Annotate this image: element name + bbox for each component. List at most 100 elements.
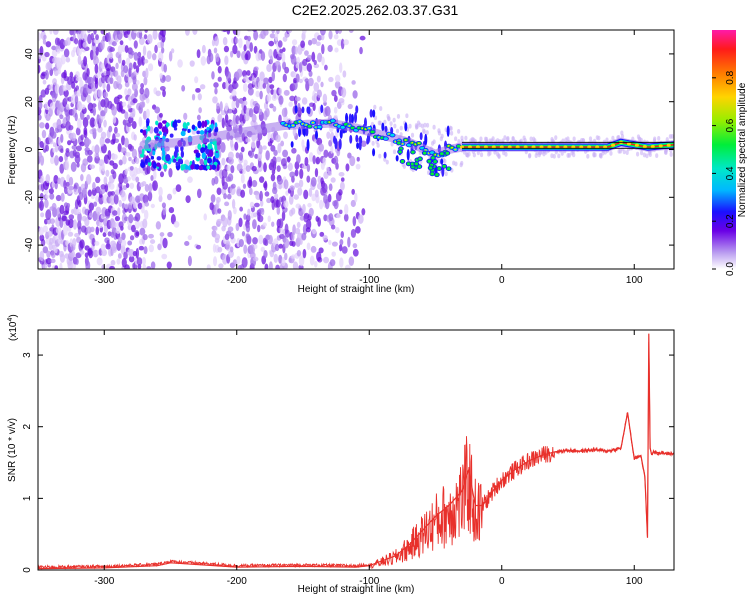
spectrogram-cell (203, 157, 208, 166)
spectrogram-cell (150, 175, 154, 182)
spectrogram-cell (112, 162, 118, 170)
spectrogram-cell (128, 116, 134, 124)
spectrogram-cell (148, 233, 154, 239)
spectrogram-cell (586, 153, 590, 159)
spectrogram-cell (85, 260, 91, 269)
spectrogram-cell (145, 67, 149, 79)
spectrogram-cell (306, 106, 310, 114)
spectrogram-cell (295, 203, 301, 209)
spectrogram-cell (200, 147, 206, 154)
spectrogram-cell (217, 208, 222, 214)
snr-envelope-line (38, 333, 674, 570)
spectrogram-cell (642, 152, 647, 158)
spectrogram-cell (124, 81, 130, 88)
spectrogram-cell (226, 193, 232, 200)
spectrogram-cell (121, 59, 126, 66)
spectrogram-cell (418, 157, 422, 161)
spectrogram-cell (83, 33, 88, 43)
spectrogram-cell (117, 207, 121, 217)
spectrogram-cell (166, 261, 172, 269)
spectrogram-cell (355, 134, 359, 143)
spectrogram-cell (333, 95, 338, 102)
spectrogram-cell (527, 153, 532, 159)
spectrogram-cell (216, 218, 223, 225)
spectrogram-cell (264, 191, 270, 197)
spectrogram-cell (645, 153, 649, 159)
spectrogram-cell (102, 232, 107, 238)
spectrogram-cell (156, 162, 161, 167)
spectrogram-cell (45, 41, 52, 48)
spectrogram-cell (344, 204, 349, 215)
spectrogram-cell (298, 126, 302, 138)
spectrogram-cell (327, 193, 332, 203)
spectrogram-cell (79, 239, 85, 249)
spectrogram-cell (135, 157, 140, 165)
spectrogram-cell (296, 221, 301, 229)
spectrogram-cell (227, 108, 233, 114)
spectrogram-cell (82, 187, 88, 199)
spectrogram-cell (91, 145, 96, 153)
spectrogram-cell (273, 89, 277, 99)
spectrogram-cell (187, 255, 192, 267)
spectrogram-cell (225, 240, 230, 245)
spectrogram-cell (134, 212, 141, 222)
spectrogram-cell (567, 152, 572, 158)
spectrogram-x-tick-label: -200 (227, 275, 247, 286)
spectrogram-cell (351, 188, 355, 195)
spectrogram-cell (60, 148, 64, 154)
spectrogram-cell (404, 139, 407, 141)
spectrogram-cell (213, 256, 218, 267)
spectrogram-cell (320, 30, 326, 36)
spectrogram-cell (328, 239, 332, 246)
spectrogram-cell (658, 144, 663, 148)
spectrogram-cell (214, 233, 221, 241)
spectrogram-cell (258, 108, 263, 116)
spectrogram-cell (457, 128, 461, 134)
spectrogram-cell (107, 149, 112, 161)
spectrogram-cell (339, 257, 344, 268)
spectrogram-cell (334, 47, 339, 53)
spectrogram-cell (224, 102, 229, 112)
spectrogram-cell (258, 144, 263, 155)
spectrogram-cell (290, 141, 294, 148)
spectrogram-cell (77, 30, 82, 35)
spectrogram-cell (343, 39, 349, 46)
colorbar-tick-label: 0.2 (725, 214, 736, 228)
spectrogram-cell (449, 126, 453, 131)
spectrogram-cell (146, 50, 152, 60)
spectrogram-cell (306, 63, 313, 72)
spectrogram-cell (118, 221, 124, 228)
spectrogram-cell (626, 142, 631, 146)
spectrogram-cell (42, 264, 48, 269)
spectrogram-cell (291, 254, 296, 259)
spectrogram-cell (306, 164, 311, 173)
spectrogram-cell (354, 192, 358, 203)
spectrogram-cell (310, 245, 317, 253)
spectrogram-cell (38, 114, 42, 121)
spectrogram-cell (248, 176, 253, 187)
spectrogram-cell (243, 44, 247, 52)
spectrogram-cell (113, 193, 119, 205)
spectrogram-cell (110, 259, 116, 266)
spectrogram-cell (446, 167, 451, 171)
spectrogram-cell (197, 143, 202, 150)
spectrogram-cell (298, 179, 304, 188)
spectrogram-x-label: Height of straight line (km) (298, 284, 415, 295)
spectrogram-cell (652, 138, 657, 144)
spectrogram-cell (222, 217, 228, 228)
spectrogram-cell (168, 51, 173, 62)
spectrogram-cell (376, 142, 380, 148)
spectrogram-cell (243, 159, 248, 166)
spectrogram-cell (345, 163, 350, 172)
spectrogram-cell (38, 32, 42, 41)
spectrogram-cell (295, 73, 300, 83)
spectrogram-cell (185, 195, 191, 204)
spectrogram-cell (320, 104, 324, 114)
spectrogram-cell (271, 221, 275, 227)
spectrogram-cell (355, 226, 361, 234)
spectrogram-cell (343, 213, 349, 222)
spectrogram-cell (447, 145, 450, 147)
spectrogram-cell (40, 175, 45, 185)
spectrogram-cell (342, 70, 347, 78)
spectrogram-cell (306, 218, 312, 230)
